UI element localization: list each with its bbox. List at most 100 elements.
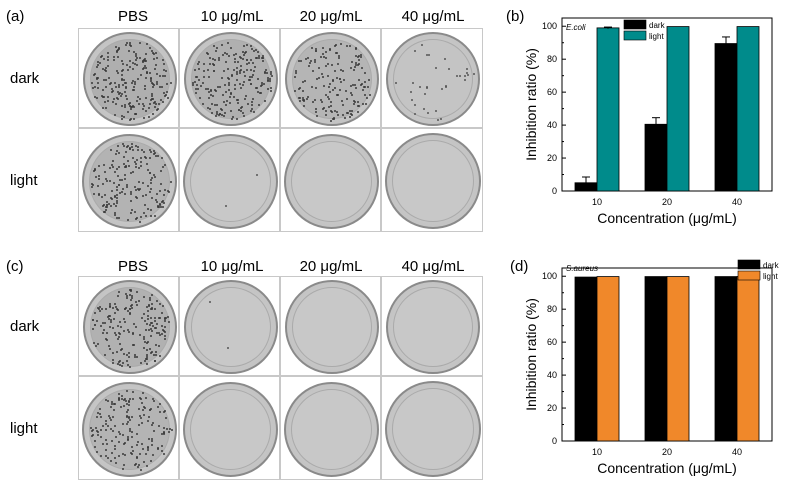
bacterial-colony	[137, 466, 140, 469]
bacterial-colony	[224, 112, 227, 115]
bacterial-colony	[357, 59, 360, 62]
bacterial-colony	[157, 103, 160, 106]
bacterial-colony	[346, 44, 349, 47]
bacterial-colony	[154, 67, 157, 70]
bacterial-colony	[105, 107, 108, 110]
bacterial-colony	[163, 318, 166, 321]
plate-cell-light-1	[179, 376, 280, 480]
bacterial-colony	[120, 190, 123, 193]
bacterial-colony	[265, 69, 268, 72]
bacterial-colony	[194, 68, 197, 71]
bacterial-colony	[152, 86, 155, 89]
bacterial-colony	[101, 204, 104, 207]
bacterial-colony	[232, 53, 235, 56]
bacterial-colony	[138, 181, 141, 184]
bar-dark-40	[714, 43, 738, 192]
bacterial-colony	[252, 62, 255, 65]
bacterial-colony	[156, 56, 159, 59]
bacterial-colony	[351, 83, 354, 86]
bacterial-colony	[351, 114, 354, 117]
bacterial-colony	[258, 103, 261, 106]
petri-dish	[385, 133, 481, 229]
bacterial-colony	[123, 321, 126, 324]
bacterial-colony	[146, 358, 149, 360]
bacterial-colony	[224, 83, 227, 86]
bacterial-colony	[351, 93, 354, 96]
bacterial-colony	[214, 104, 217, 107]
bacterial-colony	[339, 81, 342, 84]
bacterial-colony	[203, 63, 206, 66]
bacterial-colony	[257, 51, 260, 54]
bacterial-colony	[117, 48, 120, 51]
bacterial-colony	[203, 76, 206, 79]
bacterial-colony	[106, 55, 109, 58]
agar-surface	[291, 140, 372, 222]
bacterial-colony	[114, 86, 117, 89]
bacterial-colony	[128, 307, 131, 310]
bacterial-colony	[230, 93, 233, 96]
bacterial-colony	[92, 74, 95, 77]
bacterial-colony	[213, 45, 216, 47]
bacterial-colony	[108, 416, 111, 419]
petri-dish	[385, 381, 481, 477]
bacterial-colony	[125, 294, 128, 297]
bacterial-colony	[135, 355, 138, 358]
bacterial-colony	[106, 316, 109, 319]
plate-column-header-40: 40 μg/mL	[401, 258, 465, 275]
bacterial-colony	[117, 361, 120, 364]
legend-label-dark: dark	[763, 261, 780, 270]
bacterial-colony	[364, 93, 367, 96]
bacterial-colony	[131, 143, 134, 146]
bacterial-colony	[144, 109, 147, 112]
bacterial-colony	[356, 111, 359, 114]
bacterial-colony	[127, 421, 130, 424]
bacterial-colony	[208, 300, 211, 303]
bacterial-colony	[160, 156, 163, 159]
bacterial-colony	[96, 96, 99, 99]
bacterial-colony	[163, 427, 166, 430]
bacterial-colony	[96, 82, 99, 85]
bacterial-colony	[217, 114, 220, 117]
bacterial-colony	[114, 403, 117, 406]
bacterial-colony	[465, 71, 468, 74]
bacterial-colony	[100, 454, 103, 457]
y-tick-label: 0	[552, 186, 557, 196]
bar-dark-20	[644, 276, 668, 442]
bacterial-colony	[151, 92, 154, 95]
bacterial-colony	[121, 394, 124, 397]
bacterial-colony	[140, 401, 143, 404]
bacterial-colony	[164, 410, 167, 413]
plate-row-header-dark: dark	[10, 70, 40, 87]
petri-dish	[284, 381, 379, 477]
bacterial-colony	[125, 402, 128, 405]
bacterial-colony	[162, 194, 165, 197]
bacterial-colony	[269, 70, 272, 73]
bacterial-colony	[139, 156, 142, 159]
bacterial-colony	[109, 304, 112, 307]
bacterial-colony	[339, 78, 342, 81]
bacterial-colony	[132, 170, 135, 173]
bacterial-colony	[101, 68, 104, 71]
bacterial-colony	[98, 165, 101, 168]
bacterial-colony	[96, 60, 99, 63]
bacterial-colony	[96, 415, 99, 418]
bacterial-colony	[144, 53, 147, 56]
bacterial-colony	[158, 424, 161, 427]
bacterial-colony	[234, 88, 237, 91]
bacterial-colony	[95, 429, 98, 432]
bacterial-colony	[142, 59, 145, 62]
bacterial-colony	[113, 81, 116, 84]
bacterial-colony	[297, 97, 300, 100]
bacterial-colony	[157, 205, 160, 208]
bacterial-colony	[121, 92, 124, 95]
bacterial-colony	[110, 321, 113, 324]
bacterial-colony	[91, 435, 94, 438]
bacterial-colony	[132, 344, 135, 347]
agar-surface	[393, 287, 473, 367]
bacterial-colony	[211, 112, 214, 115]
bacterial-colony	[122, 443, 125, 446]
bacterial-colony	[294, 90, 297, 93]
bacterial-colony	[125, 151, 128, 154]
bacterial-colony	[241, 112, 244, 115]
bacterial-colony	[132, 50, 135, 53]
